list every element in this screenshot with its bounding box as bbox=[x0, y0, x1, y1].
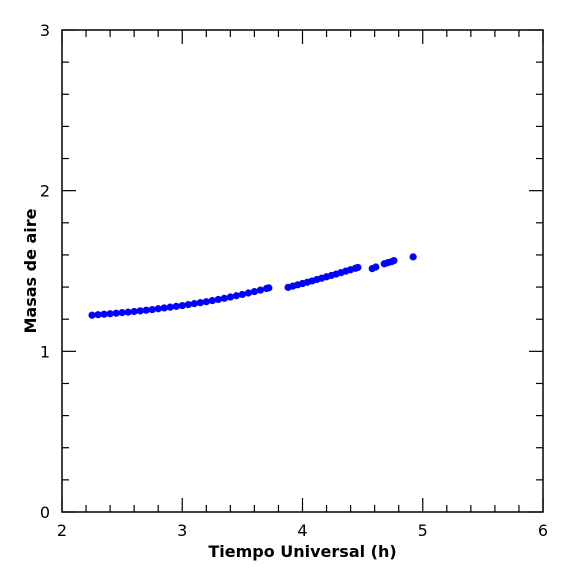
y-tick-label: 0 bbox=[40, 503, 50, 522]
data-point bbox=[106, 310, 114, 318]
data-point bbox=[130, 307, 138, 316]
data-point bbox=[184, 300, 192, 309]
data-point bbox=[112, 309, 120, 317]
plot-frame bbox=[61, 29, 544, 513]
data-point bbox=[172, 302, 180, 310]
data-point bbox=[202, 298, 210, 306]
data-point bbox=[354, 263, 362, 272]
data-point bbox=[265, 284, 273, 292]
y-tick-label: 2 bbox=[40, 182, 50, 201]
data-point bbox=[250, 287, 258, 296]
data-point bbox=[214, 295, 222, 304]
data-point bbox=[190, 300, 198, 308]
data-point bbox=[124, 308, 132, 316]
data-point bbox=[154, 305, 162, 313]
x-tick-label: 2 bbox=[57, 521, 67, 540]
data-point bbox=[208, 296, 216, 305]
data-point bbox=[160, 304, 168, 312]
x-tick-label: 3 bbox=[177, 521, 187, 540]
x-axis-label: Tiempo Universal (h) bbox=[208, 542, 396, 561]
y-axis-label: Masas de aire bbox=[21, 208, 40, 333]
data-point bbox=[372, 263, 380, 271]
data-point bbox=[142, 306, 150, 314]
data-point bbox=[256, 286, 265, 294]
data-point bbox=[94, 311, 102, 319]
y-tick-label: 3 bbox=[40, 21, 50, 40]
data-point bbox=[244, 289, 252, 297]
tick-labels: 2 3 4 5 6 0 1 2 3 bbox=[40, 21, 548, 540]
data-point bbox=[232, 292, 240, 300]
data-points bbox=[88, 253, 417, 319]
data-point bbox=[148, 305, 156, 314]
data-point bbox=[196, 299, 204, 307]
data-point bbox=[390, 256, 398, 265]
x-tick-label: 5 bbox=[418, 521, 428, 540]
x-tick-label: 6 bbox=[538, 521, 548, 540]
y-tick-label: 1 bbox=[40, 342, 50, 361]
data-point bbox=[220, 294, 228, 302]
data-point bbox=[409, 253, 417, 261]
data-point bbox=[178, 301, 186, 310]
data-point bbox=[88, 311, 96, 319]
data-point bbox=[100, 310, 108, 318]
data-point bbox=[136, 307, 144, 315]
data-point bbox=[118, 309, 126, 317]
data-point bbox=[166, 303, 174, 311]
axis-ticks bbox=[61, 29, 544, 513]
data-point bbox=[238, 290, 246, 299]
data-point bbox=[226, 293, 234, 301]
x-tick-label: 4 bbox=[297, 521, 307, 540]
